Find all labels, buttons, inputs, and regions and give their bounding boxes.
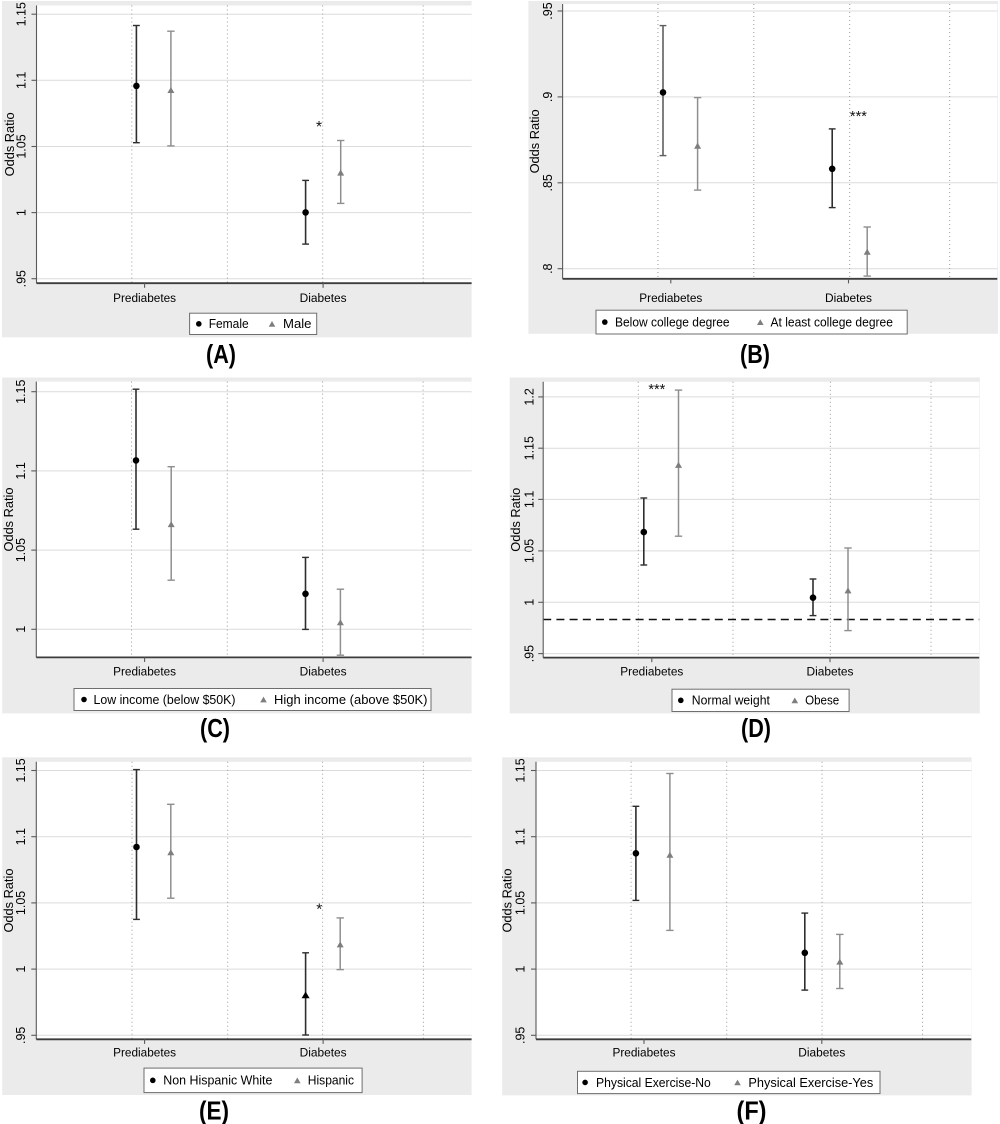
svg-text:.85: .85: [541, 174, 555, 191]
svg-text:Prediabetes: Prediabetes: [113, 665, 176, 679]
svg-text:1.1: 1.1: [14, 828, 28, 845]
svg-text:1.1: 1.1: [15, 72, 29, 89]
svg-text:.95: .95: [15, 270, 29, 287]
svg-text:1.05: 1.05: [523, 539, 537, 563]
svg-text:1.05: 1.05: [14, 538, 28, 562]
svg-text:Below college degree: Below college degree: [615, 315, 730, 329]
svg-text:1.05: 1.05: [513, 891, 527, 915]
svg-text:Prediabetes: Prediabetes: [113, 291, 176, 305]
svg-text:Diabetes: Diabetes: [825, 291, 872, 305]
svg-text:1.05: 1.05: [15, 134, 29, 158]
svg-text:1.1: 1.1: [513, 828, 527, 845]
svg-text:.95: .95: [14, 1027, 28, 1044]
svg-text:(F): (F): [737, 1098, 767, 1124]
svg-text:1.15: 1.15: [523, 436, 537, 460]
svg-text:*: *: [316, 119, 322, 136]
svg-text:1.15: 1.15: [513, 758, 527, 782]
svg-text:Prediabetes: Prediabetes: [113, 1046, 176, 1060]
svg-text:1.1: 1.1: [523, 491, 537, 508]
svg-text:1.2: 1.2: [523, 388, 537, 405]
svg-text:Low income (below $50K): Low income (below $50K): [94, 693, 236, 707]
svg-text:Physical Exercise-No: Physical Exercise-No: [596, 1076, 711, 1090]
svg-text:1: 1: [523, 599, 537, 606]
svg-text:Odds Ratio: Odds Ratio: [527, 109, 542, 173]
svg-text:1: 1: [14, 626, 28, 633]
svg-text:(E): (E): [199, 1098, 229, 1124]
svg-text:Diabetes: Diabetes: [300, 665, 347, 679]
svg-text:1.15: 1.15: [15, 2, 29, 26]
svg-text:1: 1: [15, 209, 29, 216]
svg-text:.95: .95: [513, 1027, 527, 1044]
svg-text:High income (above $50K): High income (above $50K): [274, 693, 428, 707]
svg-text:Prediabetes: Prediabetes: [620, 665, 683, 679]
svg-text:***: ***: [648, 382, 665, 398]
svg-text:*: *: [316, 902, 322, 919]
svg-text:Odds Ratio: Odds Ratio: [1, 488, 16, 552]
svg-text:.95: .95: [523, 645, 537, 662]
svg-text:1: 1: [513, 966, 527, 973]
svg-text:1.1: 1.1: [14, 462, 28, 479]
svg-text:Obese: Obese: [805, 694, 839, 708]
svg-text:At least college degree: At least college degree: [771, 315, 893, 329]
svg-text:.95: .95: [541, 2, 555, 19]
svg-text:.8: .8: [541, 263, 555, 273]
svg-text:Diabetes: Diabetes: [798, 1046, 845, 1060]
svg-text:Diabetes: Diabetes: [300, 291, 347, 305]
svg-text:1.05: 1.05: [14, 891, 28, 915]
svg-text:Hispanic: Hispanic: [308, 1074, 354, 1088]
svg-text:1.15: 1.15: [14, 379, 28, 403]
svg-text:(B): (B): [740, 341, 770, 369]
svg-text:Prediabetes: Prediabetes: [613, 1046, 676, 1060]
svg-text:Male: Male: [283, 317, 312, 331]
svg-text:1.15: 1.15: [14, 758, 28, 782]
svg-text:1: 1: [14, 966, 28, 973]
svg-text:(C): (C): [200, 715, 230, 743]
svg-text:Prediabetes: Prediabetes: [639, 291, 702, 305]
svg-text:Female: Female: [209, 317, 249, 331]
svg-text:Non Hispanic White: Non Hispanic White: [163, 1074, 272, 1088]
svg-text:***: ***: [850, 109, 867, 125]
svg-text:Diabetes: Diabetes: [807, 665, 854, 679]
svg-text:Odds Ratio: Odds Ratio: [1, 869, 16, 933]
svg-text:(D): (D): [741, 715, 771, 743]
svg-text:Odds Ratio: Odds Ratio: [2, 112, 17, 176]
svg-text:Physical Exercise-Yes: Physical Exercise-Yes: [748, 1076, 873, 1090]
svg-text:Diabetes: Diabetes: [300, 1046, 347, 1060]
svg-text:Normal weight: Normal weight: [692, 694, 771, 708]
svg-text:(A): (A): [206, 341, 236, 369]
svg-text:Odds Ratio: Odds Ratio: [508, 488, 523, 552]
svg-text:Odds Ratio: Odds Ratio: [500, 869, 515, 933]
svg-text:.9: .9: [541, 92, 555, 102]
